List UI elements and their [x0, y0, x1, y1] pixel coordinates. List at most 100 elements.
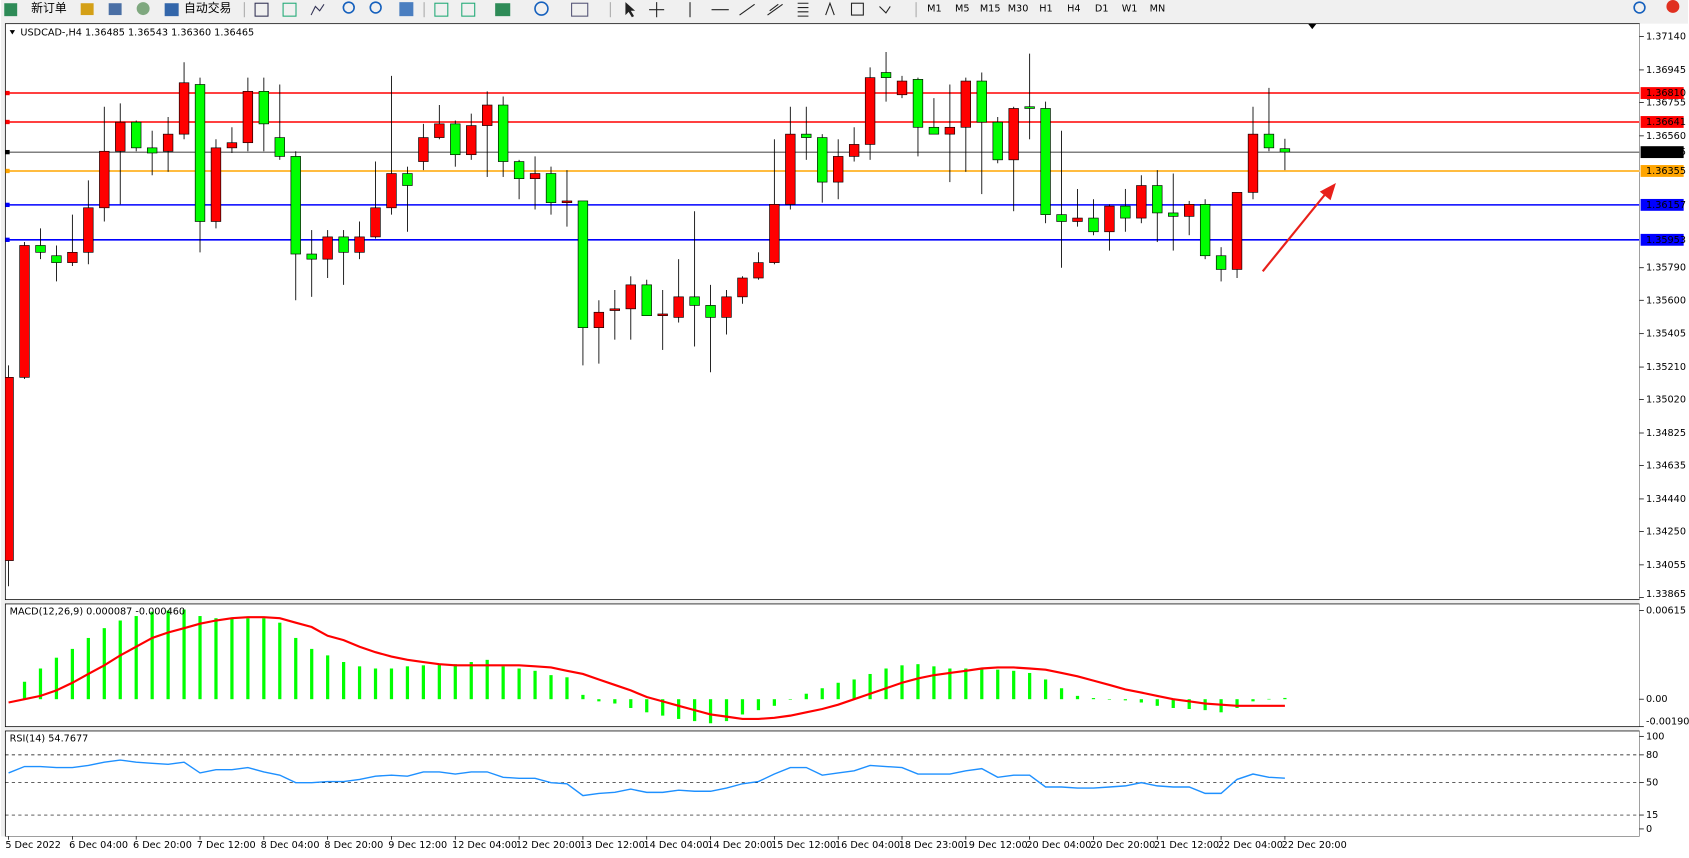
templates-icon[interactable]: [571, 2, 589, 17]
candle-body: [1072, 217, 1083, 222]
y-tick-label: 0: [1646, 824, 1652, 835]
level-label-bg: [1640, 233, 1684, 246]
x-tick-label: 6 Dec 04:00: [69, 840, 128, 851]
candle-body: [162, 133, 174, 152]
y-tick-label: 1.35210: [1646, 362, 1686, 373]
candle-body: [338, 236, 349, 253]
candle-body: [1120, 205, 1131, 219]
level-label-bg: [1640, 146, 1684, 159]
candle-body: [848, 144, 860, 157]
macd-bar: [980, 668, 984, 700]
line-chart-icon[interactable]: [310, 4, 325, 16]
macd-bar: [230, 618, 234, 700]
macd-bar: [613, 699, 617, 704]
timeframe-button[interactable]: H1: [1039, 4, 1052, 15]
macd-bar: [1251, 699, 1255, 702]
macd-bar: [581, 694, 585, 700]
timeframe-button[interactable]: M5: [955, 4, 970, 15]
x-tick-label: 12 Dec 20:00: [516, 840, 581, 851]
macd-bar: [1187, 699, 1191, 709]
x-tick-label: 12 Dec 04:00: [452, 840, 517, 851]
level-label: 1.36465: [1646, 147, 1686, 158]
macd-bar: [836, 682, 840, 700]
timeframe-button[interactable]: MN: [1150, 4, 1166, 15]
candle-body: [1104, 205, 1115, 233]
y-tick-label: 15: [1646, 810, 1658, 821]
macd-bar: [373, 668, 378, 700]
candle-body: [1088, 217, 1099, 233]
timeframe-button[interactable]: H4: [1067, 4, 1080, 15]
rsi-plot: RSI(14) 54.7677: [5, 734, 1640, 816]
candle-body: [5, 377, 14, 561]
trendline-tool[interactable]: [739, 3, 755, 16]
toolbar-icon[interactable]: [108, 3, 122, 16]
macd-bar: [820, 688, 824, 700]
new-order-button[interactable]: 新订单: [31, 1, 67, 15]
macd-bar: [1235, 699, 1239, 708]
search-icon[interactable]: [1633, 1, 1646, 14]
chart-title: USDCAD-,H4 1.36485 1.36543 1.36360 1.364…: [20, 27, 254, 38]
x-tick-label: 5 Dec 2022: [5, 840, 61, 851]
text-tool[interactable]: [825, 1, 835, 16]
new-order-icon[interactable]: [4, 3, 18, 17]
fibo-tool[interactable]: [797, 2, 809, 17]
toolbar-bg: [1, 0, 1688, 20]
zoom-in-icon[interactable]: [342, 1, 355, 14]
x-tick-label: 19 Dec 12:00: [963, 840, 1028, 851]
candle-body: [960, 80, 971, 128]
x-tick-label: 6 Dec 20:00: [133, 840, 192, 851]
timeframe-button[interactable]: M1: [927, 4, 942, 15]
axes: 1.37140 1.36945 1.36755 1.36560 1.35790 1.356…: [5, 32, 1689, 852]
macd-bar: [22, 681, 27, 700]
channel-tool[interactable]: [767, 3, 783, 16]
x-tick-label: 20 Dec 20:00: [1090, 840, 1155, 851]
level-label-bg: [1640, 165, 1684, 177]
timeframe-bar: M1 M5 M15 M30 H1 H4 D1 W1 MN: [927, 4, 1165, 15]
shift-icon[interactable]: [461, 2, 476, 17]
macd-bar: [708, 699, 713, 724]
cursor-tool[interactable]: [625, 2, 636, 18]
candle-body: [1215, 255, 1227, 270]
toolbar-icon[interactable]: [136, 2, 150, 16]
candle-body: [1136, 185, 1147, 219]
arrows-tool[interactable]: [879, 6, 891, 14]
candle-body: [466, 125, 477, 156]
main-plot: USDCAD-,H4 1.36485 1.36543 1.36360 1.364…: [5, 27, 1640, 587]
level-label: 1.36810: [1646, 88, 1686, 99]
timeframe-button[interactable]: D1: [1095, 4, 1109, 15]
bar-chart-icon[interactable]: [254, 2, 269, 17]
candle-body: [545, 173, 557, 203]
macd-bar: [294, 637, 298, 700]
main-pane: [4, 23, 1640, 601]
scroll-icon[interactable]: [434, 2, 449, 17]
macd-bar: [437, 664, 441, 700]
macd-bar: [1219, 699, 1223, 713]
timeframe-button[interactable]: W1: [1122, 4, 1138, 15]
candle-body: [880, 72, 892, 78]
candle-body: [482, 104, 493, 126]
y-tick-label: 0.00: [1646, 694, 1668, 705]
auto-trading-icon[interactable]: [164, 3, 179, 17]
tile-icon[interactable]: [399, 2, 414, 17]
label-tool[interactable]: [850, 2, 864, 16]
timeframe-button[interactable]: M15: [980, 4, 1001, 15]
candle-chart-icon[interactable]: [282, 2, 297, 17]
candle-body: [290, 156, 301, 255]
level-marker: [5, 90, 10, 96]
zoom-out-icon[interactable]: [369, 1, 382, 14]
notification-badge[interactable]: [1666, 0, 1680, 13]
candle-body: [386, 173, 397, 209]
candle-body: [1263, 133, 1275, 149]
x-tick-label: 13 Dec 12:00: [580, 840, 645, 851]
indicators-icon[interactable]: [495, 3, 511, 17]
crosshair-tool[interactable]: [649, 2, 665, 18]
macd-bar: [86, 637, 90, 700]
timeframe-button[interactable]: M30: [1008, 4, 1029, 15]
auto-trading-button[interactable]: 自动交易: [184, 1, 231, 15]
y-tick-label: 1.35405: [1646, 329, 1686, 340]
level-label-bg: [1640, 198, 1684, 211]
periods-icon[interactable]: [534, 1, 549, 16]
toolbar-icon[interactable]: [80, 3, 94, 16]
macd-bar: [517, 668, 521, 700]
